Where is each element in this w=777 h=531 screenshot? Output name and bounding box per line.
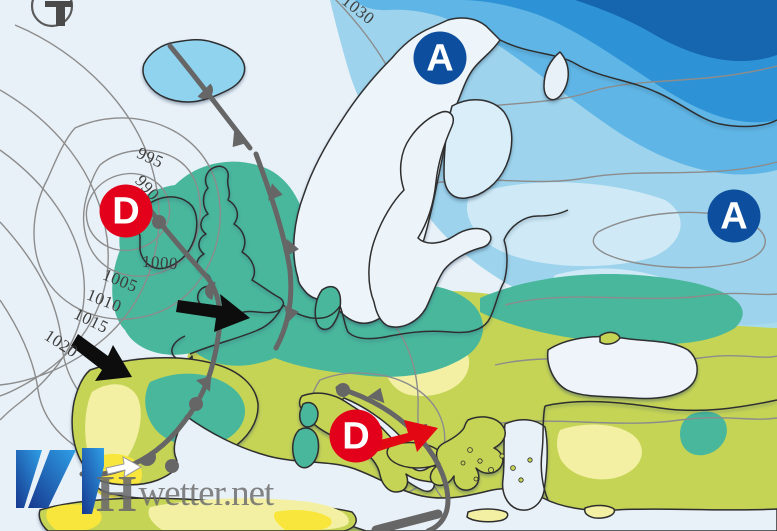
front-symbols (138, 83, 428, 473)
isobar-label-1000: 1000 (141, 251, 179, 274)
black-arrow-biscay (71, 334, 132, 381)
aegean-islands (460, 447, 533, 483)
isobar-label-995: 995 (133, 143, 167, 172)
red-arrow-italy (372, 420, 438, 452)
black-arrow-channel (176, 294, 250, 332)
front-segment-africa (371, 509, 443, 531)
motion-arrows (71, 294, 438, 478)
white-arrow-gibraltar (105, 456, 143, 478)
cold-front-italy (335, 385, 451, 531)
occlusion-marker-icon (30, 0, 74, 28)
pressure-center-a-badge: A (707, 189, 761, 243)
pressure-center-d-badge: D (329, 409, 383, 463)
isobar-label-1030: 1030 (338, 0, 379, 29)
pressure-center-d-badge: D (99, 184, 153, 238)
isobar-label-1020: 1020 (41, 325, 82, 362)
cold-front-north-sea (253, 151, 294, 351)
pressure-center-a-badge: A (413, 31, 467, 85)
